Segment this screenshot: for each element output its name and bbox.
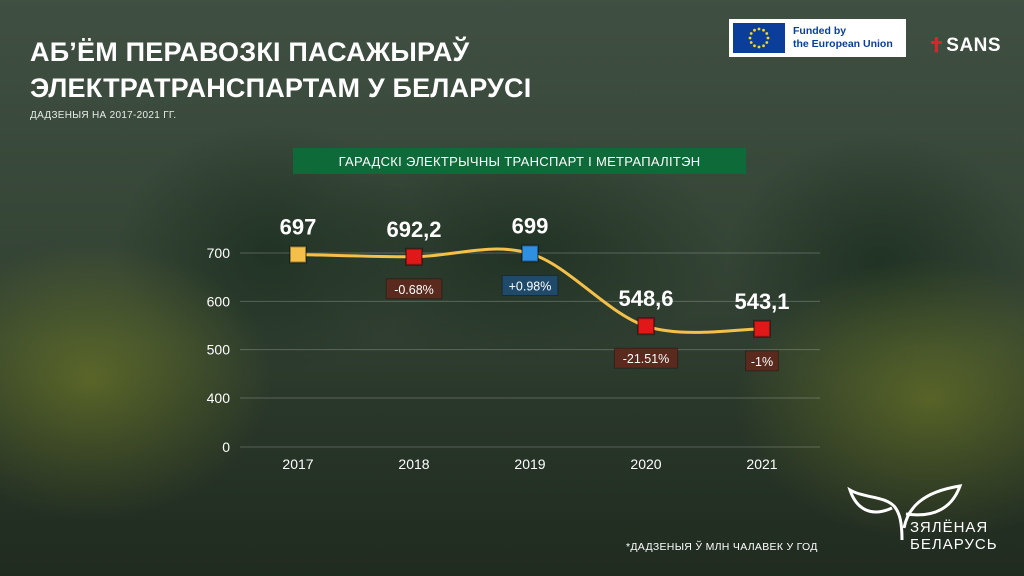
footnote: *ДАДЗЕНЫЯ Ў МЛН ЧАЛАВЕК У ГОД	[626, 541, 818, 553]
sans-logo: ✝ SANS	[928, 33, 1001, 58]
eu-flag-icon	[733, 23, 785, 53]
x-tick-label: 2019	[514, 456, 545, 472]
zyalyonaya-belarus-logo-text: ЗЯЛЁНАЯ БЕЛАРУСЬ	[910, 519, 998, 553]
cross-icon: ✝	[928, 35, 946, 57]
eu-text-line-2: the European Union	[793, 38, 893, 50]
data-value-label: 699	[512, 213, 549, 238]
data-point-marker	[289, 245, 307, 264]
y-tick-label: 600	[207, 293, 231, 309]
x-tick-label: 2021	[746, 456, 777, 472]
change-badge	[745, 350, 779, 372]
data-point-marker	[753, 319, 771, 338]
y-tick-label: 500	[207, 342, 231, 358]
change-label: -21.51%	[623, 352, 670, 366]
y-tick-label: 0	[222, 439, 230, 455]
title-line-1: АБ’ЁМ ПЕРАВОЗКІ ПАСАЖЫРАЎ	[30, 37, 470, 67]
chart-series-label: ГАРАДСКІ ЭЛЕКТРЫЧНЫ ТРАНСПАРТ І МЕТРАПАЛ…	[293, 148, 746, 174]
page-title: АБ’ЁМ ПЕРАВОЗКІ ПАСАЖЫРАЎ ЭЛЕКТРАТРАНСПА…	[30, 34, 531, 106]
change-label: -0.68%	[394, 283, 434, 297]
zb-line-2: БЕЛАРУСЬ	[910, 536, 998, 553]
change-badge	[613, 347, 679, 369]
change-badge	[501, 274, 559, 296]
eu-funding-logo: Funded by the European Union	[729, 19, 906, 57]
y-tick-label: 400	[207, 390, 231, 406]
data-point-marker	[637, 317, 655, 336]
title-line-2: ЭЛЕКТРАТРАНСПАРТАМ У БЕЛАРУСІ	[30, 73, 532, 103]
x-tick-label: 2018	[398, 456, 429, 472]
data-point-marker	[405, 247, 423, 266]
change-label: +0.98%	[509, 279, 552, 293]
subtitle: ДАДЗЕНЫЯ НА 2017-2021 ГГ.	[30, 110, 177, 121]
sans-logo-text: SANS	[946, 34, 1002, 56]
change-badge	[385, 278, 443, 300]
data-value-label: 697	[280, 214, 317, 239]
x-tick-label: 2017	[282, 456, 313, 472]
x-tick-label: 2020	[630, 456, 661, 472]
data-point-marker	[521, 244, 539, 263]
y-tick-label: 700	[207, 245, 231, 261]
data-value-label: 548,6	[618, 286, 673, 311]
data-value-label: 543,1	[734, 289, 789, 314]
eu-text-line-1: Funded by	[793, 25, 847, 37]
data-value-label: 692,2	[386, 217, 441, 242]
change-label: -1%	[751, 355, 773, 369]
sprout-icon	[847, 484, 963, 541]
zb-line-1: ЗЯЛЁНАЯ	[910, 519, 989, 536]
